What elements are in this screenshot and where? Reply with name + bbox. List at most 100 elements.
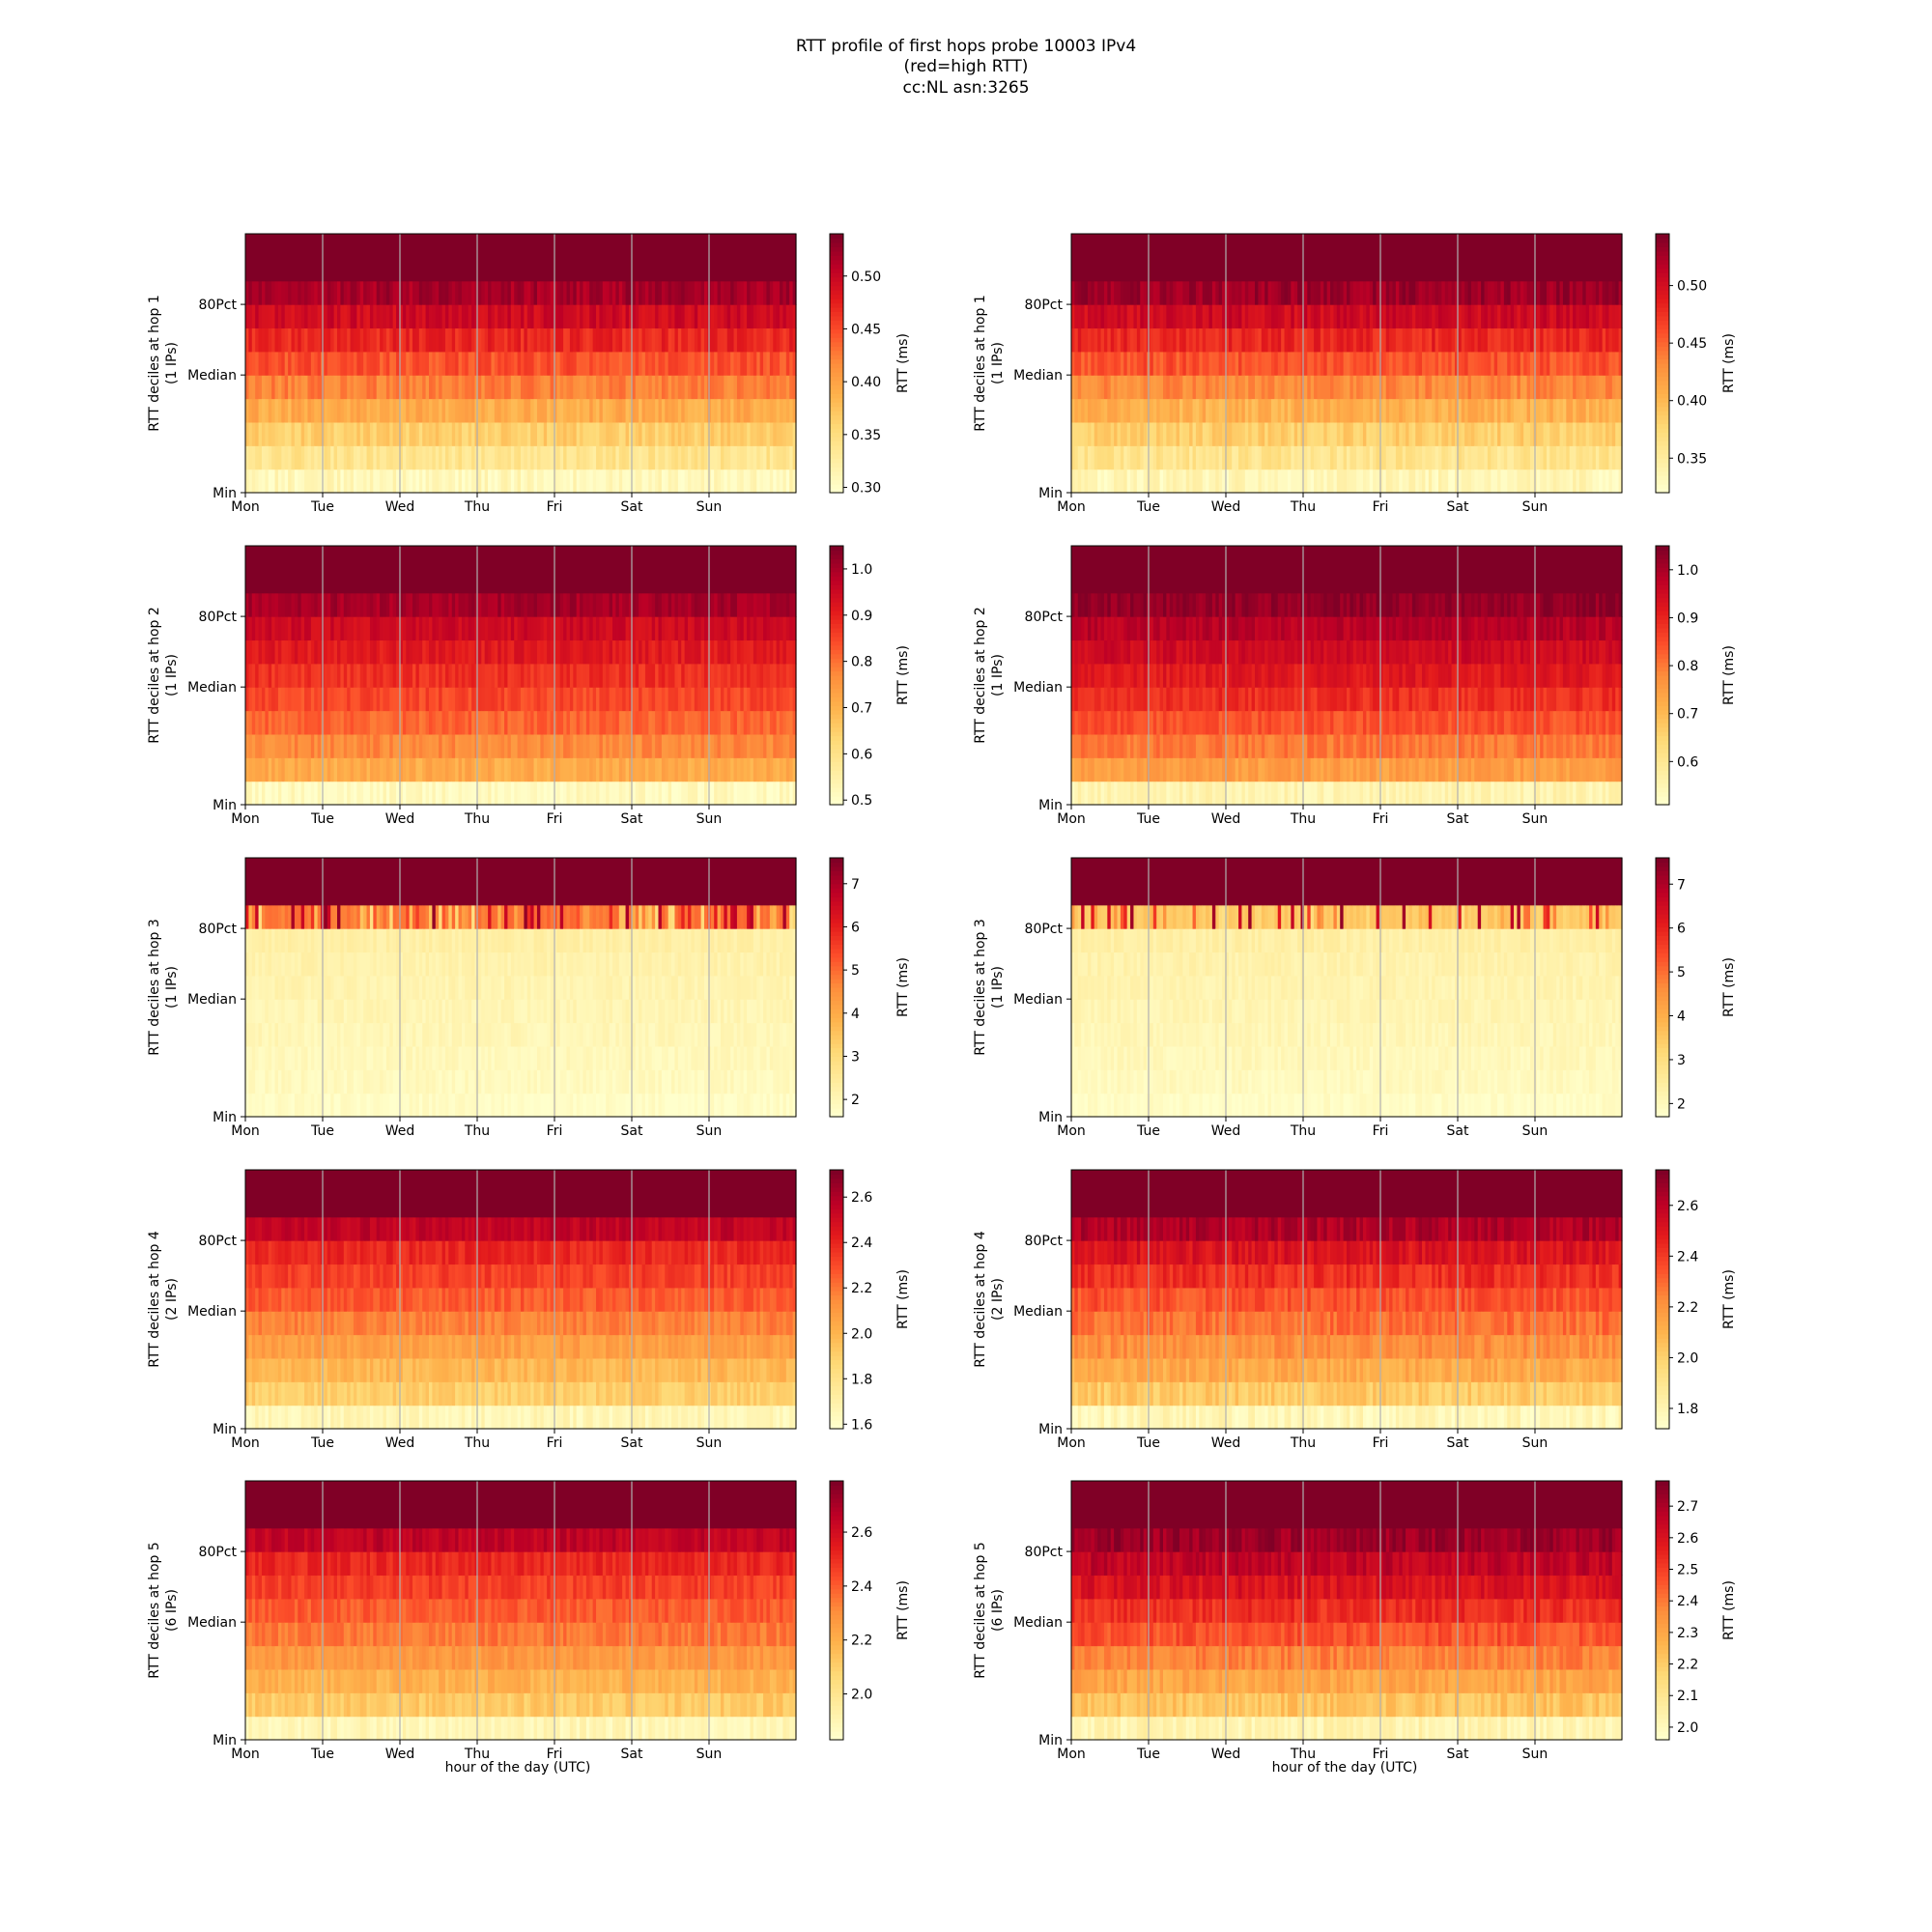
heat-cell — [1202, 327, 1207, 353]
heat-cell — [399, 469, 404, 494]
heat-cell — [1218, 445, 1223, 470]
heat-cell — [733, 304, 738, 329]
heat-cell — [1218, 234, 1223, 282]
heat-cell — [596, 304, 601, 329]
heat-cell — [582, 445, 587, 470]
heat-cell — [602, 445, 607, 470]
heat-cell — [514, 445, 519, 470]
heat-cell — [1451, 280, 1456, 305]
heat-cell — [1428, 304, 1433, 329]
heat-cell — [376, 375, 381, 400]
heat-cell — [507, 351, 512, 376]
heat-cell — [340, 781, 345, 806]
heat-cell — [743, 398, 748, 423]
heat-cell — [330, 687, 335, 712]
heat-cell — [1281, 351, 1286, 376]
heat-cell — [1406, 351, 1410, 376]
heat-cell — [661, 687, 666, 712]
heat-cell — [1314, 351, 1319, 376]
heat-cell — [1293, 351, 1298, 376]
heat-cell — [681, 280, 686, 305]
heat-cell — [288, 351, 293, 376]
heat-cell — [1448, 469, 1453, 494]
heat-cell — [684, 351, 689, 376]
heat-cell — [658, 398, 663, 423]
heat-cell — [1464, 445, 1469, 470]
heat-cell — [759, 304, 764, 329]
heat-cell — [385, 304, 390, 329]
heat-cell — [451, 327, 456, 353]
heat-cell — [700, 375, 705, 400]
heat-cell — [580, 469, 584, 494]
heat-cell — [606, 687, 611, 712]
heat-cell — [1448, 351, 1453, 376]
heat-cell — [684, 445, 689, 470]
heat-cell — [396, 280, 401, 305]
heat-cell — [455, 639, 460, 665]
heat-cell — [514, 469, 519, 494]
heat-cell — [697, 351, 702, 376]
heat-cell — [399, 280, 404, 305]
heat-cell — [1222, 398, 1227, 423]
heat-cell — [1477, 304, 1482, 329]
heat-cell — [756, 398, 761, 423]
heat-cell — [550, 445, 554, 470]
heat-cell — [510, 304, 515, 329]
heat-cell — [1378, 375, 1383, 400]
heat-cell — [769, 398, 774, 423]
heat-cell — [389, 398, 394, 423]
heat-cell — [1081, 398, 1086, 423]
heat-cell — [353, 445, 357, 470]
heat-cell — [409, 280, 413, 305]
heat-cell — [776, 469, 781, 494]
heat-cell — [494, 445, 498, 470]
heat-cell — [1395, 280, 1400, 305]
heat-cell — [1173, 327, 1178, 353]
heat-cell — [536, 234, 541, 282]
heat-cell — [353, 304, 357, 329]
heat-cell — [553, 234, 557, 282]
heat-cell — [724, 469, 728, 494]
heat-cell — [1206, 280, 1210, 305]
heat-cell — [484, 421, 489, 446]
heat-cell — [1425, 280, 1430, 305]
heat-cell — [1408, 327, 1413, 353]
heat-cell — [1307, 469, 1312, 494]
heat-cell — [1441, 304, 1446, 329]
heat-cell — [563, 351, 568, 376]
heat-cell — [677, 351, 682, 376]
heat-cell — [399, 375, 404, 400]
heat-cell — [1385, 234, 1390, 282]
heat-cell — [1477, 421, 1482, 446]
heat-cell — [1264, 469, 1269, 494]
heat-cell — [612, 304, 616, 329]
heat-cell — [1347, 280, 1350, 305]
heat-cell — [255, 469, 260, 494]
heat-cell — [1140, 445, 1145, 470]
heat-cell — [441, 304, 446, 329]
heat-cell — [1228, 469, 1233, 494]
heat-cell — [641, 280, 646, 305]
colorbar-segment — [1656, 470, 1669, 476]
heat-cell — [1074, 375, 1079, 400]
heat-cell — [448, 469, 453, 494]
heat-cell — [399, 304, 404, 329]
heat-cell — [671, 351, 676, 376]
heat-cell — [1287, 304, 1292, 329]
heat-cell — [651, 757, 656, 782]
heat-cell — [363, 327, 368, 353]
heat-cell — [635, 304, 639, 329]
heat-cell — [547, 421, 552, 446]
heat-cell — [750, 445, 754, 470]
heat-cell — [684, 757, 689, 782]
heat-cell — [596, 327, 601, 353]
heat-cell — [1206, 327, 1210, 353]
heat-cell — [1074, 445, 1079, 470]
heat-cell — [553, 375, 557, 400]
heat-cell — [1264, 304, 1269, 329]
heat-cell — [550, 351, 554, 376]
colorbar-segment — [1656, 315, 1669, 321]
heat-cell — [380, 445, 384, 470]
heat-cell — [435, 375, 440, 400]
heat-cell — [455, 781, 460, 806]
